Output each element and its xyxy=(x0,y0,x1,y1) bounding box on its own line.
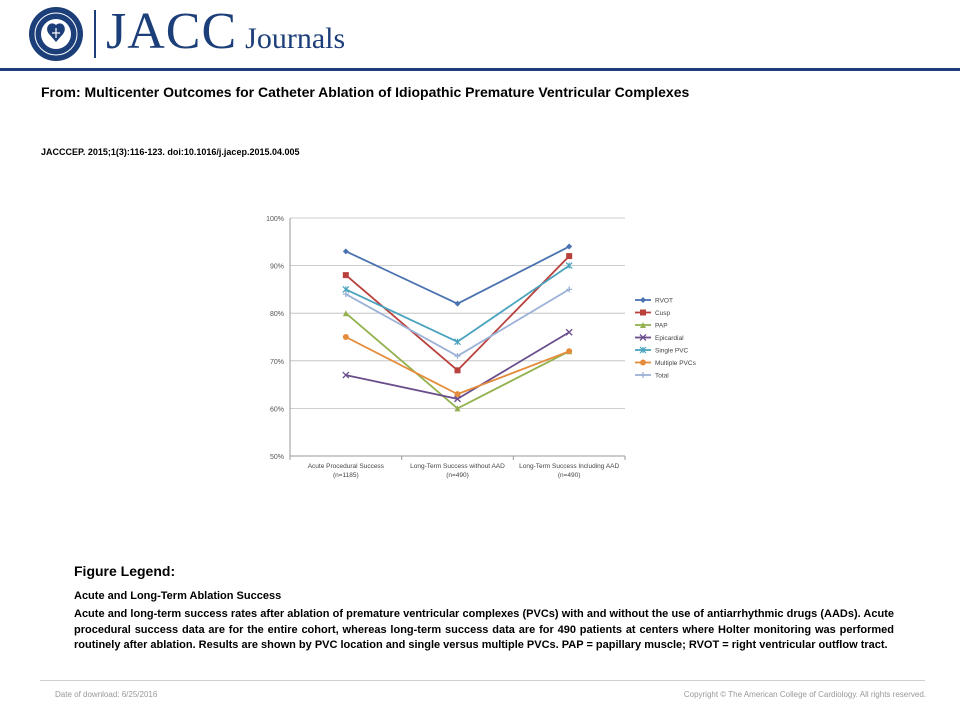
legend-item-single-pvc: Single PVC xyxy=(635,346,689,355)
data-point-multiple-pvcs xyxy=(454,391,461,398)
legend-marker xyxy=(639,334,647,341)
chart-legend: RVOT Cusp PAP Epicardial Single PVC Multiple … xyxy=(635,297,697,380)
series-multiple-pvcs xyxy=(342,334,573,398)
y-tick-label: 80% xyxy=(270,311,284,318)
legend-label: Total xyxy=(655,373,669,380)
data-point-multiple-pvcs xyxy=(342,334,349,340)
x-tick-label: Acute Procedural Success (n=1185) xyxy=(308,463,385,479)
series-epicardial xyxy=(342,328,573,403)
data-point-multiple-pvcs xyxy=(566,348,573,355)
x-tick-label: Long-Term Success Including AAD (n=490) xyxy=(519,463,619,479)
legend-marker xyxy=(639,346,647,354)
legend-item-rvot: RVOT xyxy=(635,297,673,305)
article-citation: JACCCEP. 2015;1(3):116-123. doi:10.1016/… xyxy=(41,147,300,157)
y-tick-label: 100% xyxy=(266,216,284,223)
data-point-epicardial xyxy=(342,371,350,379)
brand-divider xyxy=(94,10,96,58)
legend-label: Multiple PVCs xyxy=(655,360,697,367)
data-point-rvot xyxy=(342,248,349,255)
data-point-single-pvc xyxy=(565,262,573,270)
figure-legend-title: Acute and Long-Term Ablation Success xyxy=(74,590,282,602)
legend-label: RVOT xyxy=(655,298,673,305)
data-point-single-pvc xyxy=(454,338,461,346)
series-rvot xyxy=(342,243,573,307)
data-point-rvot xyxy=(566,243,573,250)
article-from-title: From: Multicenter Outcomes for Catheter … xyxy=(41,84,690,100)
series-line-total xyxy=(345,288,570,357)
data-point-cusp xyxy=(454,367,461,374)
footer-rule xyxy=(40,680,925,681)
success-rate-chart: 50% 60% 70% 80% 90% 100% Acute Procedural Succ… xyxy=(266,216,697,479)
legend-item-total: Total xyxy=(635,372,669,380)
legend-marker xyxy=(640,322,646,328)
series-total xyxy=(342,286,573,360)
legend-item-epicardial: Epicardial xyxy=(635,334,684,342)
data-point-cusp xyxy=(566,253,573,260)
data-point-epicardial xyxy=(454,395,461,403)
legend-label: Epicardial xyxy=(655,335,684,342)
data-point-rvot xyxy=(454,300,461,307)
legend-label: Single PVC xyxy=(655,348,689,355)
data-point-total xyxy=(342,291,349,298)
acc-seal-logo xyxy=(29,7,83,61)
copyright-notice: Copyright © The American College of Card… xyxy=(683,690,926,699)
y-tick-label: 60% xyxy=(270,406,284,413)
legend-marker xyxy=(640,297,646,303)
y-tick-label: 50% xyxy=(270,454,284,461)
header-rule xyxy=(0,68,960,71)
legend-item-multiple-pvcs: Multiple PVCs xyxy=(635,359,697,367)
y-tick-label: 70% xyxy=(270,359,284,366)
series-line-multiple-pvcs xyxy=(345,336,570,396)
chart-gridlines xyxy=(290,217,625,409)
download-date: Date of download: 6/25/2016 xyxy=(55,690,158,699)
brand-wordmark: JACC Journals xyxy=(106,2,345,61)
legend-label: Cusp xyxy=(655,310,671,317)
y-tick-label: 90% xyxy=(270,264,284,271)
brand-main: JACC xyxy=(106,3,238,60)
chart-axes: 50% 60% 70% 80% 90% 100% Acute Procedural Succ… xyxy=(266,216,626,479)
x-tick-label: Long-Term Success without AAD (n=490) xyxy=(410,463,505,479)
figure-legend-text: Acute and long-term success rates after … xyxy=(74,608,894,651)
legend-item-pap: PAP xyxy=(635,322,668,330)
chart-series xyxy=(342,243,573,412)
legend-marker xyxy=(640,372,646,378)
brand-sub: Journals xyxy=(245,22,346,55)
data-point-total xyxy=(454,353,461,360)
legend-marker xyxy=(640,359,646,366)
data-point-pap xyxy=(454,405,461,412)
data-point-total xyxy=(566,286,573,293)
legend-label: PAP xyxy=(655,323,668,330)
data-point-epicardial xyxy=(565,328,573,336)
page-header: JACC Journals xyxy=(0,0,960,68)
data-point-cusp xyxy=(342,272,349,279)
data-point-pap xyxy=(342,310,349,317)
figure-legend-heading: Figure Legend: xyxy=(74,563,176,579)
series-line-rvot xyxy=(345,245,570,305)
legend-item-cusp: Cusp xyxy=(635,309,671,317)
legend-marker xyxy=(640,309,646,316)
